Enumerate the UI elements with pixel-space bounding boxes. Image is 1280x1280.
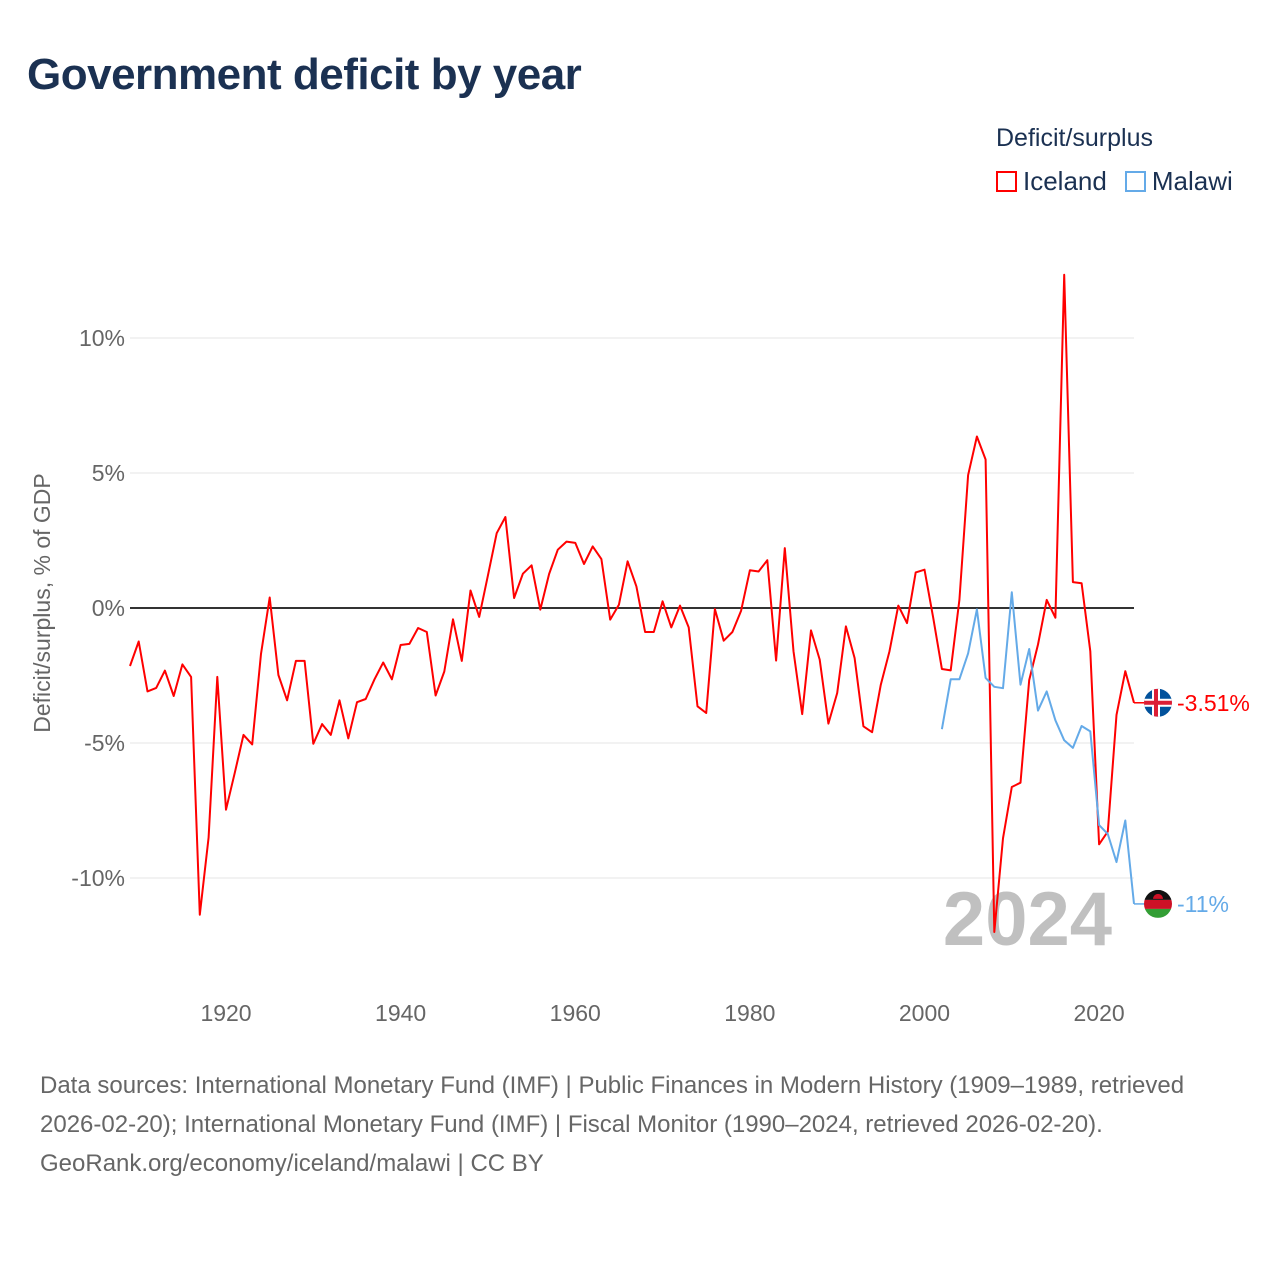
x-tick-label: 2020 [1073,1000,1124,1026]
data-sources: Data sources: International Monetary Fun… [40,1072,1185,1138]
legend: Iceland Malawi [996,166,1233,197]
x-tick-label: 1960 [550,1000,601,1026]
legend-label-iceland: Iceland [1023,166,1107,196]
malawi-flag-icon [1144,889,1172,918]
y-tick-label: 10% [79,325,125,351]
y-axis-label: Deficit/surplus, % of GDP [29,473,55,732]
flag-stripe-red [1144,899,1172,909]
legend-swatch-malawi [1124,171,1146,192]
x-tick-label: 1980 [724,1000,775,1026]
legend-title: Deficit/surplus [996,124,1153,152]
flag-body [1144,688,1172,717]
year-watermark: 2024 [943,877,1112,962]
legend-swatch-iceland [996,171,1017,192]
legend-item-malawi[interactable]: Malawi [1124,166,1233,197]
y-tick-label: 0% [92,595,125,621]
series-lines [129,273,1135,933]
legend-label-malawi: Malawi [1151,166,1233,196]
x-tick-label: 2000 [899,1000,950,1026]
flag-stripe-green [1144,908,1172,918]
end-label-iceland: -3.51% [1177,690,1250,716]
legend-item-iceland[interactable]: Iceland [996,166,1107,197]
x-tick-label: 1920 [200,1000,251,1026]
series-line-malawi [940,591,1135,905]
flag-sun [1153,893,1163,899]
y-tick-label: -5% [84,730,125,756]
flag-cross-red [1154,688,1158,717]
chart-svg: 10% 5% 0% -5% -10% 1920 1940 1960 1980 2000 2020 2… [29,273,1250,1026]
gridlines: 10% 5% 0% -5% -10% 1920 1940 1960 1980 2000 2020 [71,325,1134,1026]
iceland-flag-icon [1144,688,1172,717]
series-line-iceland [129,273,1135,933]
credit-link[interactable]: GeoRank.org/economy/iceland/malawi | CC … [40,1150,544,1177]
chart-title: Government deficit by year [27,50,582,99]
y-tick-label: -10% [71,865,125,891]
flag-body [1144,889,1172,918]
end-label-malawi: -11% [1177,891,1229,917]
y-tick-label: 5% [92,460,125,486]
footer: Data sources: International Monetary Fun… [40,1066,1240,1183]
end-labels: -3.51% -11% [1134,688,1250,918]
x-tick-label: 1940 [375,1000,426,1026]
